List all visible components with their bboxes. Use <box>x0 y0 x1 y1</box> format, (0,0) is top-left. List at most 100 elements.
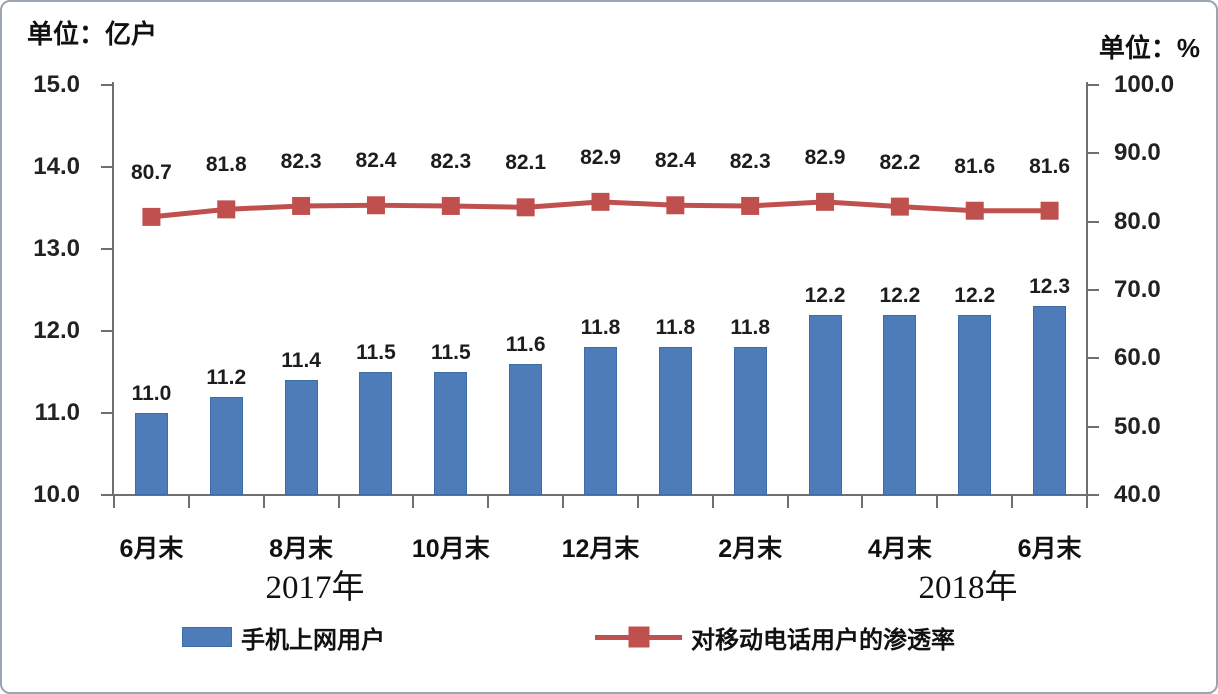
right-axis-tickmark <box>1087 289 1099 291</box>
right-axis-tickmark <box>1087 84 1099 86</box>
bar <box>584 347 617 495</box>
bar-data-label: 12.2 <box>954 283 996 307</box>
line-data-label: 81.6 <box>1029 154 1070 178</box>
right-axis-tick-label: 90.0 <box>1114 139 1161 167</box>
right-axis-tick-label: 70.0 <box>1114 276 1161 303</box>
x-axis-label: 4月末 <box>867 535 932 563</box>
x-axis-tickmark <box>936 495 939 508</box>
left-axis-line <box>112 82 114 496</box>
line-series-marker-swatch <box>628 626 649 648</box>
x-axis-label: 10月末 <box>411 535 490 563</box>
left-axis-tickmark <box>101 84 113 86</box>
bar-data-label: 12.3 <box>1029 275 1070 299</box>
right-axis-tickmark <box>1087 425 1099 428</box>
line-marker <box>816 192 835 211</box>
bar-data-label: 11.2 <box>206 365 247 389</box>
bar-data-label: 12.2 <box>804 283 846 307</box>
line-data-label: 82.9 <box>804 145 846 169</box>
line-data-label: 82.9 <box>580 145 621 169</box>
x-axis-tickmark <box>562 495 565 508</box>
left-axis-tickmark <box>101 412 113 414</box>
bar <box>808 314 842 495</box>
legend-item-line-series: 对移动电话用户的渗透率 <box>595 619 955 655</box>
bar <box>284 380 318 495</box>
bar <box>359 372 393 495</box>
x-axis-tickmark <box>487 495 490 508</box>
left-axis-tickmark <box>101 248 113 250</box>
line-data-label: 82.4 <box>654 149 696 173</box>
bar-data-label: 12.2 <box>879 283 921 307</box>
right-axis-tick-label: 60.0 <box>1114 344 1161 372</box>
year-label-2018: 2018年 <box>918 570 1018 606</box>
x-axis-label: 6月末 <box>119 535 184 563</box>
x-axis-tickmark <box>1086 495 1088 508</box>
left-axis-tick-label: 14.0 <box>33 153 80 180</box>
line-data-label: 82.3 <box>729 149 771 173</box>
x-axis-tickmark <box>711 495 714 508</box>
legend-label-bar-series: 手机上网用户 <box>241 626 385 654</box>
line-data-label: 82.1 <box>505 151 547 175</box>
left-axis-tick-label: 15.0 <box>33 71 80 98</box>
right-axis-tick-label: 40.0 <box>1114 481 1161 508</box>
x-axis-label: 2月末 <box>718 535 783 563</box>
line-data-label: 82.2 <box>879 150 921 174</box>
left-axis-tick-label: 10.0 <box>33 481 80 508</box>
line-marker <box>591 192 610 211</box>
line-series-swatch <box>595 626 682 648</box>
line-marker <box>292 196 311 215</box>
x-axis-tickmark <box>786 495 789 508</box>
legend: 手机上网用户 对移动电话用户的渗透率 <box>2 619 1216 655</box>
x-axis-line <box>112 494 1088 496</box>
bar-data-label: 11.6 <box>505 332 546 356</box>
bar-data-label: 11.8 <box>580 316 621 340</box>
bar-data-label: 11.5 <box>356 341 396 364</box>
line-marker <box>741 196 760 215</box>
left-axis-tick-label: 12.0 <box>33 317 80 344</box>
bar-data-label: 11.8 <box>655 316 696 340</box>
bar-series-swatch <box>182 627 232 647</box>
line-data-label: 81.8 <box>205 153 247 177</box>
x-axis-label: 12月末 <box>561 535 640 563</box>
x-axis-tickmark <box>337 495 340 508</box>
bar <box>134 413 168 495</box>
bar <box>733 347 767 495</box>
line-marker <box>441 196 460 215</box>
right-axis-tickmark <box>1087 357 1099 360</box>
x-axis-tickmark <box>262 495 265 508</box>
bar <box>509 363 543 495</box>
line-marker <box>217 200 236 219</box>
right-axis-tickmark <box>1087 152 1099 155</box>
x-axis-label: 6月末 <box>1017 535 1082 563</box>
bar <box>658 347 692 495</box>
right-axis-tick-label: 80.0 <box>1114 207 1161 235</box>
x-axis-tickmark <box>636 495 639 508</box>
x-axis-tickmark <box>187 495 190 508</box>
right-axis-tick-label: 100.0 <box>1114 71 1175 98</box>
left-axis-tickmark <box>101 330 113 332</box>
right-axis-tickmark <box>1087 494 1099 496</box>
bar <box>1033 306 1067 495</box>
bar-data-label: 11.4 <box>281 349 321 373</box>
left-axis-tickmark <box>101 166 113 168</box>
x-axis-tickmark <box>412 495 415 508</box>
x-axis-tickmark <box>113 495 115 508</box>
right-axis-tick-label: 50.0 <box>1114 412 1161 440</box>
bar-data-label: 11.0 <box>131 382 172 405</box>
line-data-label: 82.4 <box>355 149 397 173</box>
bar <box>434 372 468 495</box>
bar <box>883 314 917 495</box>
line-marker <box>666 196 685 215</box>
bar-data-label: 11.5 <box>430 341 471 364</box>
left-axis-tick-label: 13.0 <box>33 235 80 262</box>
legend-label-line-series: 对移动电话用户的渗透率 <box>691 626 955 654</box>
line-marker <box>965 201 984 220</box>
line-marker <box>516 198 535 217</box>
line-marker <box>890 197 909 216</box>
bar <box>958 314 992 495</box>
line-data-label: 82.3 <box>430 149 472 173</box>
year-label-2017: 2017年 <box>265 570 365 606</box>
line-data-label: 82.3 <box>280 149 322 173</box>
left-axis-tickmark <box>101 494 113 496</box>
left-axis-unit-label: 单位：亿户 <box>27 19 158 49</box>
